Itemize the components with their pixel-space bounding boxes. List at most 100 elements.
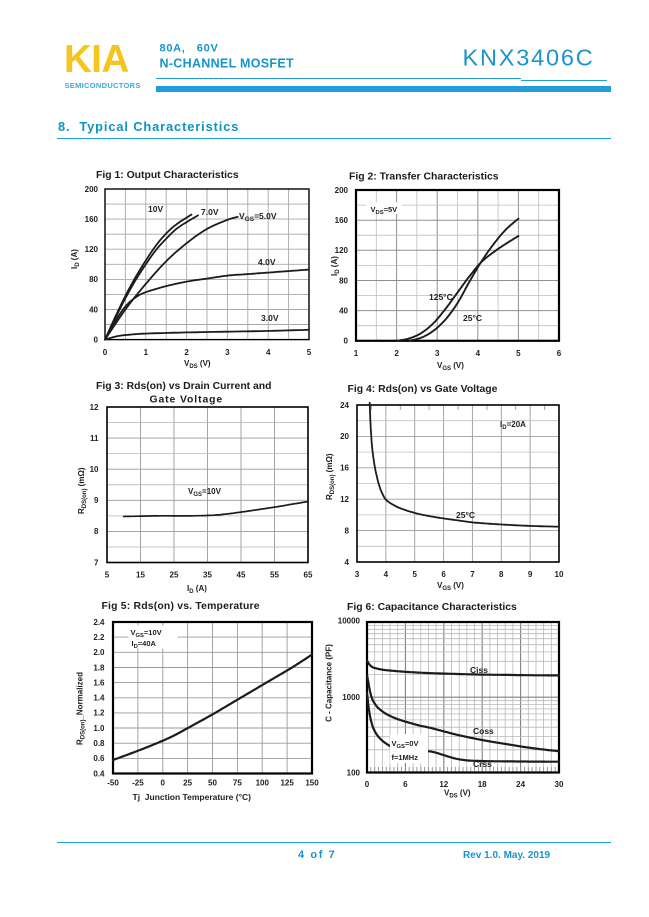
svg-text:0: 0 <box>344 337 349 346</box>
svg-text:1000: 1000 <box>342 693 360 702</box>
svg-text:55: 55 <box>270 571 279 580</box>
svg-text:7.0V: 7.0V <box>201 207 219 217</box>
svg-text:2: 2 <box>184 348 189 357</box>
svg-text:12: 12 <box>340 495 349 504</box>
svg-text:45: 45 <box>237 571 246 580</box>
svg-text:Coss: Coss <box>473 726 494 736</box>
svg-text:0.6: 0.6 <box>93 754 105 763</box>
svg-text:20: 20 <box>340 432 349 441</box>
svg-text:4: 4 <box>476 349 481 358</box>
svg-text:VGS=10V: VGS=10V <box>131 628 162 639</box>
svg-text:12: 12 <box>439 780 448 789</box>
svg-text:0: 0 <box>365 780 370 789</box>
svg-text:80: 80 <box>89 275 98 284</box>
svg-text:1.0: 1.0 <box>93 724 105 733</box>
svg-text:65: 65 <box>304 571 313 580</box>
svg-text:25: 25 <box>183 779 192 788</box>
svg-text:Gate Voltage: Gate Voltage <box>150 395 224 406</box>
svg-text:10: 10 <box>555 570 564 579</box>
svg-text:120: 120 <box>85 245 99 254</box>
svg-text:0.8: 0.8 <box>93 739 105 748</box>
svg-text:75: 75 <box>233 779 242 788</box>
svg-text:7: 7 <box>94 558 99 567</box>
svg-text:RDS(on) (mΩ): RDS(on) (mΩ) <box>77 467 88 514</box>
svg-text:Crss: Crss <box>473 759 492 769</box>
svg-text:Tj Junction Temperature (°C): Tj Junction Temperature (°C) <box>133 792 252 802</box>
svg-text:Ciss: Ciss <box>470 665 488 675</box>
svg-text:3.0V: 3.0V <box>261 313 279 323</box>
svg-text:5: 5 <box>516 349 521 358</box>
svg-text:100: 100 <box>256 779 270 788</box>
svg-text:3: 3 <box>225 348 230 357</box>
svg-text:RDS(on)_Normalized: RDS(on)_Normalized <box>76 672 87 745</box>
svg-text:VDS (V): VDS (V) <box>184 359 211 370</box>
svg-text:40: 40 <box>89 305 98 314</box>
svg-text:125°C: 125°C <box>429 292 453 302</box>
svg-text:25°C: 25°C <box>463 313 482 323</box>
svg-text:4 of 7: 4 of 7 <box>298 849 336 861</box>
svg-text:35: 35 <box>203 571 212 580</box>
svg-text:125: 125 <box>280 779 294 788</box>
svg-text:5: 5 <box>307 348 312 357</box>
svg-text:25°C: 25°C <box>456 510 475 520</box>
svg-text:VGS (V): VGS (V) <box>437 361 464 372</box>
svg-text:VDS=5V: VDS=5V <box>371 205 398 216</box>
svg-text:ID=40A: ID=40A <box>132 639 157 650</box>
svg-text:Fig 4: Rds(on) vs Gate Voltage: Fig 4: Rds(on) vs Gate Voltage <box>348 384 498 395</box>
svg-text:120: 120 <box>335 246 349 255</box>
svg-text:16: 16 <box>340 464 349 473</box>
svg-text:6: 6 <box>441 570 446 579</box>
svg-text:C - Capacitance (PF): C - Capacitance (PF) <box>325 644 334 722</box>
svg-text:ID (A): ID (A) <box>70 249 81 269</box>
svg-text:30: 30 <box>555 780 564 789</box>
svg-text:8: 8 <box>499 570 504 579</box>
svg-text:160: 160 <box>335 216 349 225</box>
svg-text:150: 150 <box>305 779 319 788</box>
svg-text:80A, 60V: 80A, 60V <box>160 43 219 55</box>
svg-text:24: 24 <box>516 780 525 789</box>
svg-text:8: 8 <box>345 526 350 535</box>
svg-text:10000: 10000 <box>338 617 361 626</box>
svg-text:11: 11 <box>90 434 99 443</box>
svg-text:4: 4 <box>266 348 271 357</box>
svg-text:100: 100 <box>347 769 361 778</box>
svg-text:1: 1 <box>354 349 359 358</box>
svg-text:6: 6 <box>403 780 408 789</box>
svg-text:15: 15 <box>136 571 145 580</box>
svg-text:8. Typical Characteristics: 8. Typical Characteristics <box>58 119 239 134</box>
svg-text:0: 0 <box>161 779 166 788</box>
svg-text:9: 9 <box>528 570 533 579</box>
svg-text:Fig 6: Capacitance Characteris: Fig 6: Capacitance Characteristics <box>347 602 517 613</box>
svg-text:0: 0 <box>103 348 108 357</box>
svg-text:1.2: 1.2 <box>93 709 105 718</box>
svg-text:ID (A): ID (A) <box>330 256 341 276</box>
svg-text:2.2: 2.2 <box>93 633 105 642</box>
svg-text:SEMICONDUCTORS: SEMICONDUCTORS <box>65 81 141 90</box>
svg-text:4: 4 <box>384 570 389 579</box>
svg-text:4: 4 <box>345 558 350 567</box>
svg-text:ID (A): ID (A) <box>187 584 207 595</box>
svg-text:VDS (V): VDS (V) <box>444 789 471 800</box>
svg-text:9: 9 <box>94 496 99 505</box>
svg-text:40: 40 <box>339 306 348 315</box>
svg-text:Fig 5: Rds(on) vs. Temperature: Fig 5: Rds(on) vs. Temperature <box>102 601 260 612</box>
svg-text:ID=20A: ID=20A <box>500 420 526 431</box>
svg-text:VGS=0V: VGS=0V <box>392 739 419 750</box>
svg-text:10: 10 <box>90 465 99 474</box>
svg-text:VGS=10V: VGS=10V <box>188 487 222 498</box>
svg-text:25: 25 <box>170 571 179 580</box>
svg-text:50: 50 <box>208 779 217 788</box>
svg-text:4.0V: 4.0V <box>258 257 276 267</box>
svg-text:5: 5 <box>412 570 417 579</box>
svg-text:-25: -25 <box>132 779 144 788</box>
svg-text:VGS (V): VGS (V) <box>437 581 464 592</box>
svg-text:7: 7 <box>470 570 475 579</box>
svg-text:18: 18 <box>478 780 487 789</box>
svg-text:5: 5 <box>105 571 110 580</box>
svg-text:1.8: 1.8 <box>93 663 105 672</box>
svg-text:Rev 1.0. May. 2019: Rev 1.0. May. 2019 <box>463 850 551 861</box>
svg-text:1.4: 1.4 <box>93 694 105 703</box>
svg-text:RDS(on) (mΩ): RDS(on) (mΩ) <box>325 453 336 500</box>
svg-text:-50: -50 <box>107 779 119 788</box>
svg-text:200: 200 <box>335 186 349 195</box>
